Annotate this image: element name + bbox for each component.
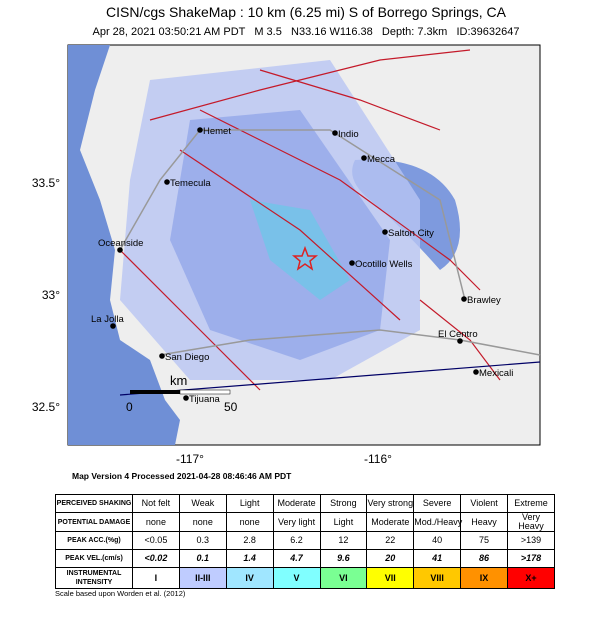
- legend-cell: IV: [225, 567, 274, 589]
- legend-cell: Very Heavy: [507, 512, 555, 532]
- city-label: Hemet: [203, 126, 231, 137]
- city-label: Indio: [338, 129, 359, 140]
- legend-cell: <0.02: [132, 549, 180, 568]
- legend-cell: none: [178, 512, 227, 532]
- legend-cell: I: [132, 567, 180, 589]
- city-label: Brawley: [467, 295, 501, 306]
- legend-cell: Severe: [413, 494, 462, 513]
- row-header: PEAK VEL.(cm/s): [55, 549, 133, 568]
- legend-cell: 4.7: [272, 549, 321, 568]
- legend-cell: Very strong: [366, 494, 415, 513]
- legend-row: INSTRUMENTAL INTENSITY I II-III IV V VI VII VII…: [55, 567, 555, 589]
- city-marker: [332, 130, 338, 136]
- legend-cell: 2.8: [225, 531, 274, 550]
- legend-cell: 9.6: [319, 549, 368, 568]
- row-header: POTENTIAL DAMAGE: [55, 512, 133, 532]
- row-header: INSTRUMENTAL INTENSITY: [55, 567, 133, 589]
- legend-cell: none: [225, 512, 274, 532]
- city-marker: [159, 353, 165, 359]
- map-title: CISN/cgs ShakeMap : 10 km (6.25 mi) S of…: [106, 4, 507, 20]
- legend-cell: >178: [507, 549, 555, 568]
- city-marker: [349, 260, 355, 266]
- legend-cell: 12: [319, 531, 368, 550]
- legend-cell: Violent: [460, 494, 508, 513]
- map-version: Map Version 4 Processed 2021-04-28 08:46…: [72, 471, 292, 481]
- city-label: El Centro: [438, 329, 478, 340]
- city-label: Temecula: [170, 178, 211, 189]
- lat-label: 33°: [42, 288, 60, 302]
- legend-cell: 0.3: [178, 531, 227, 550]
- row-header: PEAK ACC.(%g): [55, 531, 133, 550]
- legend-cell: Moderate: [366, 512, 415, 532]
- city-marker: [110, 323, 116, 329]
- legend-cell: X+: [507, 567, 555, 589]
- legend-cell: Extreme: [507, 494, 555, 513]
- city-label: Oceanside: [98, 238, 143, 249]
- legend-cell: Mod./Heavy: [413, 512, 462, 532]
- legend-cell: Heavy: [460, 512, 508, 532]
- legend-cell: 22: [366, 531, 415, 550]
- legend-cell: 0.1: [178, 549, 227, 568]
- legend-cell: none: [132, 512, 180, 532]
- city-marker: [183, 395, 189, 401]
- legend-cell: V: [272, 567, 321, 589]
- city-marker: [197, 127, 203, 133]
- lat-label: 33.5°: [32, 176, 60, 190]
- city-label: Mecca: [367, 154, 396, 165]
- legend-cell: VII: [366, 567, 415, 589]
- legend-cell: Light: [319, 512, 368, 532]
- legend-row: PEAK VEL.(cm/s) <0.02 0.1 1.4 4.7 9.6 20 41 86 >1…: [55, 549, 555, 568]
- city-marker: [457, 338, 463, 344]
- city-marker: [473, 369, 479, 375]
- map-figure: CISN/cgs ShakeMap : 10 km (6.25 mi) S of…: [32, 4, 541, 481]
- legend-row: POTENTIAL DAMAGE none none none Very light Li…: [55, 512, 555, 532]
- city-label: Mexicali: [479, 368, 513, 379]
- scale-start: 0: [126, 400, 133, 414]
- city-marker: [382, 229, 388, 235]
- city-label: Salton City: [388, 228, 434, 239]
- city-label: San Diego: [165, 352, 209, 363]
- legend-row: PEAK ACC.(%g) <0.05 0.3 2.8 6.2 12 22 40 75 >139: [55, 531, 555, 550]
- legend-cell: 75: [460, 531, 508, 550]
- legend-cell: IX: [460, 567, 508, 589]
- legend-cell: >139: [507, 531, 555, 550]
- legend-cell: 1.4: [225, 549, 274, 568]
- legend-cell: 41: [413, 549, 462, 568]
- legend-cell: 40: [413, 531, 462, 550]
- legend-cell: Weak: [178, 494, 227, 513]
- legend-cell: Moderate: [272, 494, 321, 513]
- map-subtitle: Apr 28, 2021 03:50:21 AM PDT M 3.5 N33.1…: [92, 26, 519, 38]
- scale-unit: km: [170, 373, 187, 388]
- legend-cell: Light: [225, 494, 274, 513]
- legend-cell: VIII: [413, 567, 462, 589]
- legend-cell: II-III: [178, 567, 227, 589]
- lon-label: -116°: [364, 452, 392, 466]
- scale-note: Scale based upon Worden et al. (2012): [55, 589, 186, 598]
- legend-cell: <0.05: [132, 531, 180, 550]
- legend-cell: Very light: [272, 512, 321, 532]
- city-label: Tijuana: [189, 394, 221, 405]
- map-area: Hemet Indio Mecca Temecula Salton City Oceans…: [67, 44, 541, 446]
- legend-row: PERCEIVED SHAKING Not felt Weak Light Modera…: [55, 494, 555, 513]
- city-marker: [461, 296, 467, 302]
- city-marker: [117, 247, 123, 253]
- lat-label: 32.5°: [32, 400, 60, 414]
- lon-label: -117°: [176, 452, 204, 466]
- scale-end: 50: [224, 400, 238, 414]
- legend-cell: Strong: [319, 494, 368, 513]
- city-marker: [361, 155, 367, 161]
- row-header: PERCEIVED SHAKING: [55, 494, 133, 513]
- legend-cell: 6.2: [272, 531, 321, 550]
- legend-cell: 20: [366, 549, 415, 568]
- legend-cell: VI: [319, 567, 368, 589]
- intensity-legend: PERCEIVED SHAKING Not felt Weak Light Modera…: [55, 494, 555, 589]
- city-marker: [164, 179, 170, 185]
- city-label: La Jolla: [91, 314, 124, 325]
- legend-cell: Not felt: [132, 494, 180, 513]
- epicenter: [291, 245, 319, 271]
- legend-cell: 86: [460, 549, 508, 568]
- city-label: Ocotillo Wells: [355, 259, 413, 270]
